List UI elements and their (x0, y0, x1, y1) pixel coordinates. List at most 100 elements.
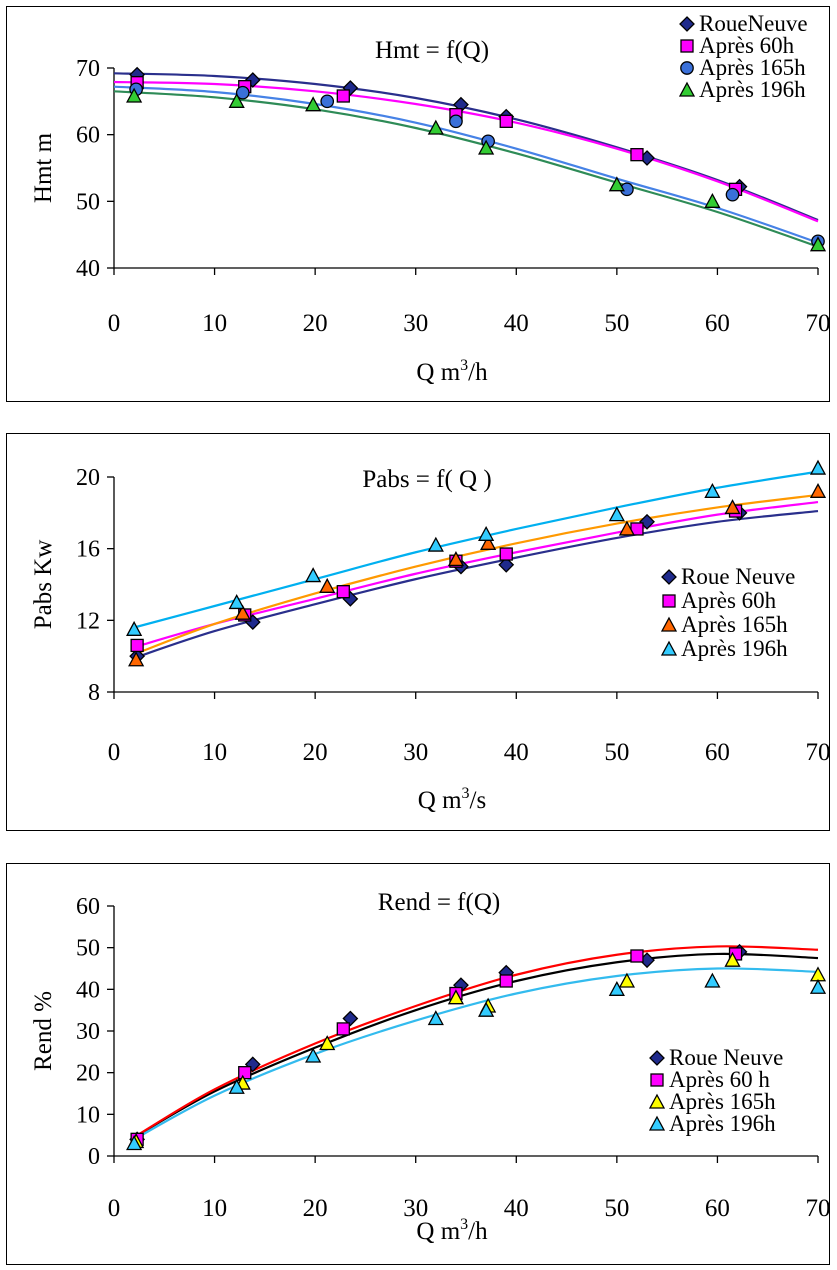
data-point (128, 651, 145, 667)
fit-curve (133, 967, 819, 1141)
data-point (809, 978, 827, 994)
data-point (618, 520, 636, 536)
data-point (447, 989, 465, 1005)
legend-marker (678, 81, 696, 97)
y-axis-label: Rend % (30, 991, 57, 1071)
fit-curve (113, 80, 819, 223)
chart-title: Hmt = f(Q) (375, 37, 489, 64)
legend-label: Roue Neuve (669, 1045, 783, 1070)
x-tick-label: 40 (504, 739, 529, 766)
data-point (630, 949, 644, 963)
data-point (319, 1035, 336, 1051)
fit-curve (133, 945, 819, 1139)
data-point (447, 551, 465, 567)
x-tick-label: 0 (108, 739, 121, 766)
data-point (499, 974, 513, 988)
legend-label: Après 165h (669, 1089, 776, 1114)
y-axis-label: Pabs Kw (30, 540, 57, 630)
legend-label: Après 60 h (669, 1067, 770, 1092)
data-point (126, 1135, 143, 1151)
legend-marker (648, 1093, 666, 1109)
chart-title: Rend = f(Q) (378, 889, 500, 916)
data-point (480, 534, 497, 550)
data-point (336, 1022, 350, 1036)
legend-marker (661, 569, 677, 585)
data-point (126, 620, 143, 636)
legend-marker (679, 16, 695, 32)
data-point (228, 1078, 245, 1094)
data-point (809, 236, 827, 252)
x-tick-label: 30 (403, 310, 428, 337)
x-tick-label: 70 (806, 739, 831, 766)
x-tick-label: 10 (202, 310, 227, 337)
data-point (478, 525, 495, 541)
x-tick-label: 40 (504, 310, 529, 337)
data-point (478, 1001, 495, 1017)
data-point (724, 499, 741, 515)
y-tick-label: 10 (76, 1102, 100, 1128)
data-point (618, 972, 636, 988)
x-tick-label: 30 (403, 1195, 428, 1222)
x-axis-label: Q m3/h (416, 1216, 488, 1245)
fit-curve (113, 90, 819, 248)
y-tick-label: 60 (76, 123, 100, 149)
x-axis-label: Q m3/s (418, 785, 486, 814)
legend-label: Roue Neuve (681, 564, 795, 589)
data-point (336, 89, 350, 103)
legend-marker (649, 1050, 665, 1066)
legend-label: RoueNeuve (699, 11, 808, 36)
data-point (427, 536, 444, 552)
data-point (499, 114, 513, 128)
data-point (724, 951, 741, 967)
data-point (427, 1010, 444, 1026)
x-tick-label: 30 (403, 739, 428, 766)
data-point (320, 94, 335, 109)
data-point (704, 192, 721, 208)
legend-marker (662, 594, 676, 608)
data-point (725, 187, 740, 202)
data-point (630, 148, 644, 162)
x-tick-label: 50 (604, 310, 629, 337)
y-tick-label: 8 (88, 680, 100, 706)
data-point (498, 556, 515, 573)
hmt-chart: 40 50 60 70 0 10 20 30 40 50 60 70 Hmt = f(Q) Q m3/h H… (30, 11, 831, 386)
data-point (608, 506, 625, 522)
data-point (809, 966, 827, 982)
data-point (238, 1066, 252, 1080)
rend-chart-panel: 0 10 20 30 40 50 60 0 10 20 30 40 50 60 70 Rend = f(Q) Q… (6, 863, 831, 1265)
fit-curve (133, 493, 819, 656)
data-point (228, 92, 245, 108)
y-tick-label: 40 (76, 256, 100, 282)
pabs-chart: 8 12 16 20 0 10 20 30 40 50 60 70 Pabs = f( Q ) Q m3/… (30, 459, 831, 814)
data-point (608, 980, 625, 996)
data-point (305, 567, 322, 583)
fit-curve (133, 509, 819, 660)
data-point (305, 1047, 322, 1063)
legend-marker (680, 39, 694, 53)
y-tick-label: 30 (76, 1019, 100, 1045)
data-point (499, 547, 513, 561)
x-tick-label: 60 (705, 310, 730, 337)
y-tick-label: 60 (76, 894, 100, 920)
legend-label: Après 60h (681, 588, 777, 613)
y-tick-label: 40 (76, 977, 100, 1003)
fit-curve (113, 85, 819, 244)
legend-label: Après 196h (669, 1111, 776, 1136)
y-tick-label: 50 (76, 189, 100, 215)
x-tick-label: 40 (504, 1195, 529, 1222)
y-tick-label: 20 (76, 465, 100, 491)
data-point (809, 459, 827, 475)
data-point (704, 482, 721, 498)
y-axis-label: Hmt m (30, 132, 57, 203)
data-point (130, 638, 144, 653)
x-tick-label: 70 (806, 310, 831, 337)
data-point (342, 1010, 359, 1027)
data-point (809, 482, 827, 498)
data-point (704, 972, 721, 988)
legend-label: Après 165h (699, 55, 806, 80)
data-point (427, 119, 444, 135)
data-point (228, 594, 245, 610)
rend-chart: 0 10 20 30 40 50 60 0 10 20 30 40 50 60 70 Rend = f(Q) Q… (30, 889, 831, 1245)
x-tick-label: 10 (202, 739, 227, 766)
x-tick-label: 60 (705, 1195, 730, 1222)
